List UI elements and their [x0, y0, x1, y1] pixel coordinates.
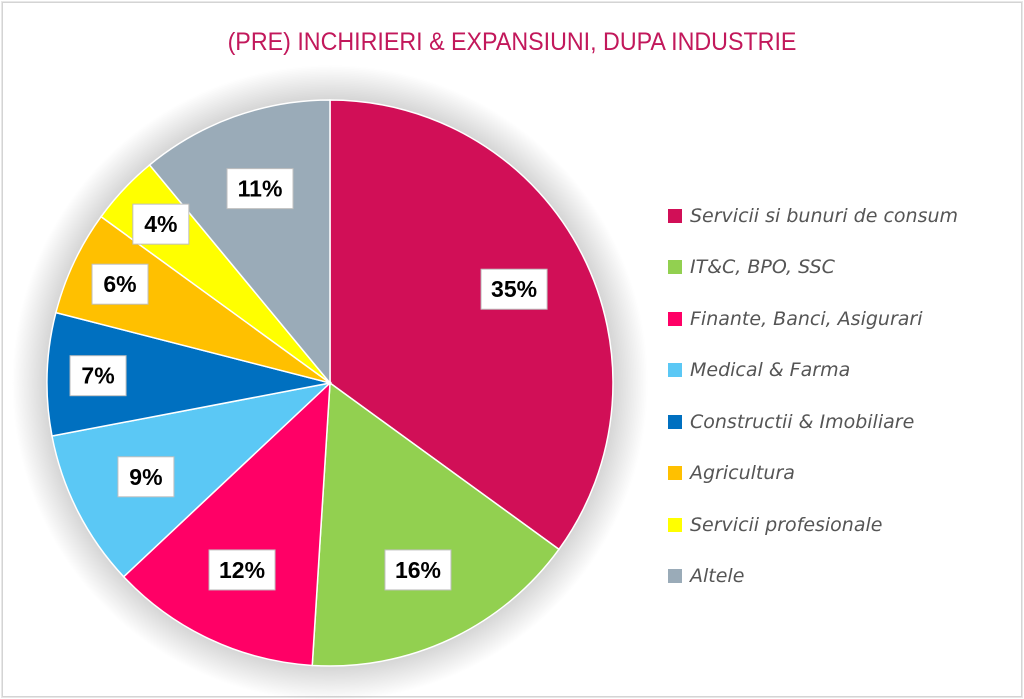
- legend-label: Servicii si bunuri de consum: [690, 204, 959, 227]
- data-label-text: 12%: [219, 557, 265, 583]
- data-label: 11%: [226, 168, 294, 210]
- legend-swatch: [668, 363, 682, 378]
- legend-item: Finante, Banci, Asigurari: [668, 293, 958, 345]
- legend-item: Servicii profesionale: [668, 499, 958, 551]
- legend-label: Servicii profesionale: [690, 513, 883, 536]
- data-label-text: 11%: [238, 176, 283, 202]
- data-label-box: [117, 456, 175, 498]
- pie-slice: [51, 381, 333, 578]
- legend-label: IT&C, BPO, SSC: [690, 256, 835, 279]
- data-label-box: [384, 549, 452, 591]
- legend-swatch: [668, 414, 682, 429]
- data-label-text: 7%: [81, 363, 114, 389]
- legend-item: Servicii si bunuri de consum: [668, 190, 958, 242]
- data-label-box: [132, 203, 190, 245]
- data-label-text: 16%: [395, 557, 441, 583]
- legend-label: Constructii & Imobiliare: [690, 410, 915, 433]
- data-label-text: 9%: [129, 464, 162, 490]
- legend-item: Constructii & Imobiliare: [668, 396, 958, 448]
- data-label-box: [226, 168, 294, 210]
- data-label: 9%: [117, 456, 175, 498]
- legend-swatch: [668, 208, 682, 223]
- data-label-text: 4%: [144, 211, 177, 237]
- pie-slice: [122, 381, 331, 667]
- data-label-box: [480, 268, 548, 310]
- data-label-box: [69, 355, 127, 397]
- data-label-box: [91, 263, 149, 305]
- legend-item: Medical & Farma: [668, 345, 958, 397]
- data-label: 35%: [480, 268, 548, 310]
- legend-item: IT&C, BPO, SSC: [668, 242, 958, 294]
- legend-swatch: [668, 517, 682, 532]
- legend-label: Medical & Farma: [690, 359, 851, 382]
- legend-swatch: [668, 569, 682, 584]
- pie-slice: [46, 311, 331, 437]
- legend-item: Agricultura: [668, 448, 958, 500]
- legend-label: Finante, Banci, Asigurari: [690, 307, 923, 330]
- data-label: 12%: [208, 549, 276, 591]
- chart-title: (PRE) INCHIRIERI & EXPANSIUNI, DUPA INDU…: [227, 28, 797, 56]
- data-label: 16%: [384, 549, 452, 591]
- legend-swatch: [668, 311, 682, 326]
- data-label-text: 35%: [491, 276, 537, 302]
- pie-slice: [329, 99, 614, 551]
- legend-swatch: [668, 260, 682, 275]
- data-label-box: [208, 549, 276, 591]
- pie-slice: [311, 381, 560, 667]
- legend: Servicii si bunuri de consum IT&C, BPO, S…: [668, 190, 958, 602]
- legend-swatch: [668, 466, 682, 481]
- legend-item: Altele: [668, 551, 958, 603]
- data-label-text: 6%: [103, 271, 136, 297]
- data-label: 6%: [91, 263, 149, 305]
- legend-label: Agricultura: [690, 462, 795, 485]
- data-label: 4%: [132, 203, 190, 245]
- legend-label: Altele: [690, 565, 745, 588]
- data-label: 7%: [69, 355, 127, 397]
